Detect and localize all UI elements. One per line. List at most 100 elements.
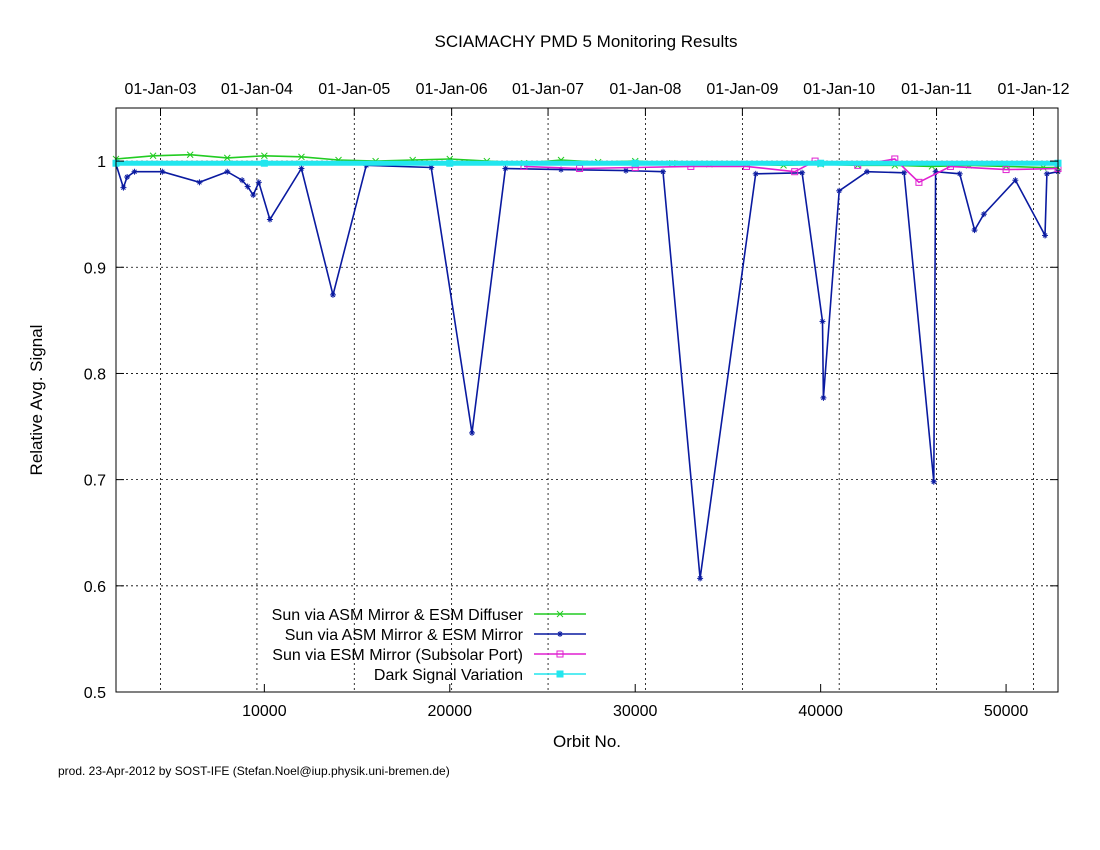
marker-stroke — [820, 319, 825, 324]
marker-stroke — [245, 184, 251, 189]
legend-marker — [556, 650, 564, 658]
data-point — [791, 168, 799, 176]
marker-stroke — [660, 169, 666, 175]
data-point — [631, 159, 639, 167]
marker-stroke — [931, 479, 937, 485]
data-point — [250, 192, 257, 199]
marker-stroke — [298, 153, 305, 161]
top-tick-label: 01-Jan-08 — [609, 81, 681, 98]
data-point — [1002, 166, 1010, 174]
data-point — [930, 478, 937, 485]
data-point — [901, 169, 908, 176]
marker-stroke — [556, 610, 564, 618]
legend-marker — [557, 631, 563, 637]
marker-stroke — [160, 169, 165, 175]
data-point — [1043, 170, 1050, 177]
legend-marker — [556, 610, 564, 618]
data-point — [224, 168, 231, 175]
y-axis-label: Relative Avg. Signal — [27, 325, 46, 476]
x-tick-label: 40000 — [798, 703, 843, 720]
x-tick-label: 30000 — [613, 703, 658, 720]
data-point — [622, 167, 629, 174]
marker-stroke — [981, 211, 987, 217]
x-axis-label: Orbit No. — [553, 732, 621, 751]
data-point — [124, 174, 131, 181]
data-point — [915, 178, 923, 186]
y-tick-label: 0.5 — [84, 685, 106, 702]
marker-stroke — [186, 151, 194, 159]
x-tick-label: 10000 — [242, 703, 287, 720]
marker-stroke — [124, 174, 130, 180]
data-point — [956, 170, 963, 177]
data-point — [1012, 177, 1019, 184]
top-tick-label: 01-Jan-03 — [124, 81, 196, 98]
y-tick-label: 0.9 — [84, 260, 106, 277]
y-tick-label: 0.8 — [84, 366, 106, 383]
legend-label: Sun via ESM Mirror (Subsolar Port) — [272, 647, 523, 664]
data-point — [298, 165, 305, 172]
marker-stroke — [149, 152, 157, 160]
marker-stroke — [132, 169, 137, 175]
data-point — [980, 211, 987, 218]
data-point — [697, 575, 704, 582]
marker-stroke — [697, 576, 703, 581]
data-point — [223, 154, 231, 162]
legend-label: Sun via ASM Mirror & ESM Mirror — [285, 627, 524, 644]
axis-ticks: 0.5 0.6 0.7 0.8 0.9 1 10000 20000 30000 40000 5000… — [84, 81, 1070, 720]
legend: Sun via ASM Mirror & ESM Diffuser Sun via… — [272, 607, 586, 684]
marker-stroke — [121, 185, 126, 190]
marker-stroke — [557, 631, 563, 637]
data-point — [836, 187, 843, 194]
marker-stroke — [428, 165, 434, 170]
data-point — [196, 179, 203, 186]
marker-stroke — [864, 169, 870, 175]
marker-stroke — [239, 177, 245, 183]
series-line — [115, 164, 1059, 579]
data-point — [266, 216, 273, 223]
data-point — [149, 152, 157, 160]
legend-label: Sun via ASM Mirror & ESM Diffuser — [272, 607, 524, 624]
data-point — [260, 152, 268, 160]
marker-stroke — [503, 166, 508, 171]
marker-stroke — [972, 227, 977, 233]
series-layer — [112, 151, 1062, 582]
data-point — [159, 168, 166, 175]
data-point — [660, 168, 667, 175]
marker-stroke — [623, 168, 629, 174]
data-point — [864, 168, 871, 175]
data-point — [971, 227, 978, 234]
marker-stroke — [223, 154, 231, 162]
top-tick-label: 01-Jan-05 — [318, 81, 390, 98]
data-point — [244, 183, 251, 190]
marker-stroke — [224, 169, 230, 175]
marker-stroke — [260, 152, 268, 160]
marker-stroke — [256, 179, 262, 185]
data-point — [120, 184, 127, 191]
data-point — [752, 170, 759, 177]
legend-label: Dark Signal Variation — [374, 667, 523, 684]
marker-stroke — [1012, 177, 1018, 183]
marker-stroke — [1042, 233, 1048, 238]
data-point — [131, 168, 138, 175]
marker-stroke — [197, 179, 202, 185]
top-tick-label: 01-Jan-12 — [997, 81, 1069, 98]
data-point — [260, 159, 268, 167]
marker-stroke — [267, 217, 273, 222]
top-tick-label: 01-Jan-07 — [512, 81, 584, 98]
marker-stroke — [933, 169, 938, 175]
data-point — [469, 429, 476, 436]
marker-stroke — [836, 188, 842, 194]
data-point — [446, 159, 454, 167]
data-point — [186, 151, 194, 159]
marker-stroke — [1044, 171, 1050, 177]
marker-stroke — [901, 170, 907, 176]
y-tick-label: 0.7 — [84, 473, 106, 490]
plot-frame — [115, 107, 1059, 693]
data-point — [255, 179, 262, 186]
grid — [116, 108, 1058, 692]
data-point — [817, 159, 825, 167]
marker-stroke — [821, 395, 826, 401]
chart-title: SCIAMACHY PMD 5 Monitoring Results — [435, 32, 738, 51]
x-tick-label: 50000 — [984, 703, 1029, 720]
